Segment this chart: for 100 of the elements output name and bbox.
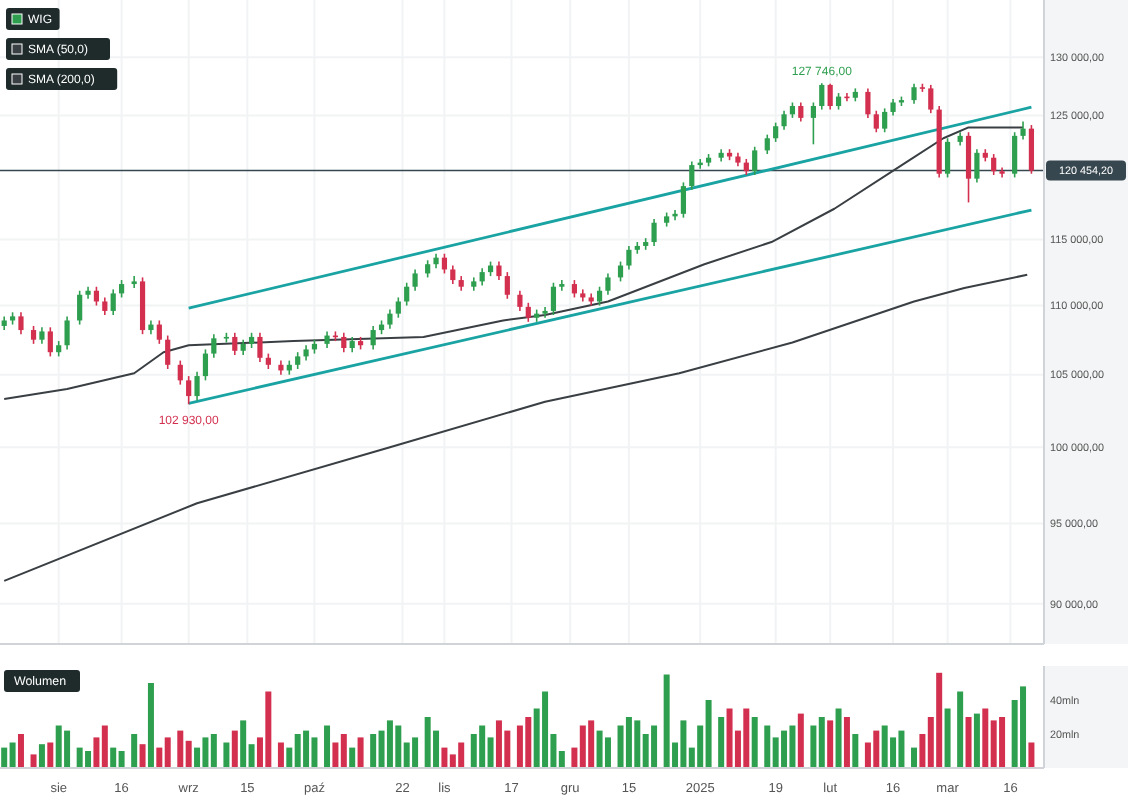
bar [596,730,603,768]
candlestick [810,101,816,146]
bar [101,725,108,768]
bar [1,747,8,768]
candlestick [18,311,24,335]
bar [495,720,502,768]
candlestick [882,107,888,134]
candlestick [64,315,70,351]
candlestick [865,87,871,119]
bar [617,725,624,768]
candlestick [928,84,934,114]
candlestick [517,289,523,312]
bar [542,691,549,768]
candlestick [651,218,657,247]
bar [55,725,62,768]
bar [303,730,310,768]
bar [164,737,171,768]
bar [579,725,586,768]
bar [386,720,393,768]
bar [47,742,54,768]
bar [147,683,154,768]
candlestick [257,332,263,363]
candlestick [441,252,448,275]
bar [835,708,842,768]
bar [332,742,339,768]
bar [412,737,419,768]
candlestick [781,109,787,131]
bar [30,754,37,768]
bar [982,708,989,768]
bar [588,720,595,768]
candlestick [827,82,833,111]
candlestick [110,288,116,316]
bar [810,725,817,768]
candlestick [525,302,531,323]
bar [64,730,71,768]
candlestick [873,109,879,134]
candlestick [550,281,557,316]
bar [764,725,771,768]
candlestick [77,289,83,326]
candlestick [165,334,171,370]
bar [680,720,687,768]
bar [470,734,477,768]
candlestick [1012,131,1018,179]
bar [265,691,272,768]
bar [781,730,788,768]
candlestick [588,292,594,307]
candlestick [559,279,565,292]
bar [17,734,24,768]
candlestick [1020,120,1026,141]
bar [973,713,980,768]
candlestick [991,153,997,176]
candlestick [605,272,611,296]
candlestick [496,260,502,281]
candlestick [450,264,456,285]
bar [881,725,888,768]
bar [110,747,117,768]
bar [525,717,532,768]
bar [999,717,1006,768]
candlestick [974,148,980,184]
bar [131,734,138,768]
candlestick [965,131,972,204]
bar [357,737,364,768]
candlestick [177,359,183,386]
bar [705,700,712,768]
candlestick [944,137,951,179]
bar [177,730,184,768]
candlestick [752,145,758,176]
bar [873,730,880,768]
bar [789,725,796,768]
bar [852,734,859,768]
candlestick [186,375,192,406]
bar [743,708,750,768]
bar [424,717,431,768]
candlestick [689,160,695,191]
bar [340,734,347,768]
bar [604,737,611,768]
candlestick [131,275,137,289]
bar [843,717,850,768]
bar [458,742,465,768]
candlestick [341,332,347,353]
bar [441,747,448,768]
candlestick [672,209,678,221]
candlestick [232,332,238,356]
candlestick [798,101,804,123]
bar [231,730,238,768]
candlestick [412,268,418,292]
bar [118,751,125,768]
bar [944,708,951,768]
bar [751,717,758,768]
candlestick [764,133,770,155]
bar [726,708,733,768]
bar [516,725,523,768]
candlestick [47,326,53,358]
candlestick [911,82,917,105]
bar [663,674,670,768]
bar [818,717,825,768]
candlestick [370,325,376,351]
candlestick [819,82,825,111]
candlestick [194,371,200,402]
candlestick [202,348,209,382]
